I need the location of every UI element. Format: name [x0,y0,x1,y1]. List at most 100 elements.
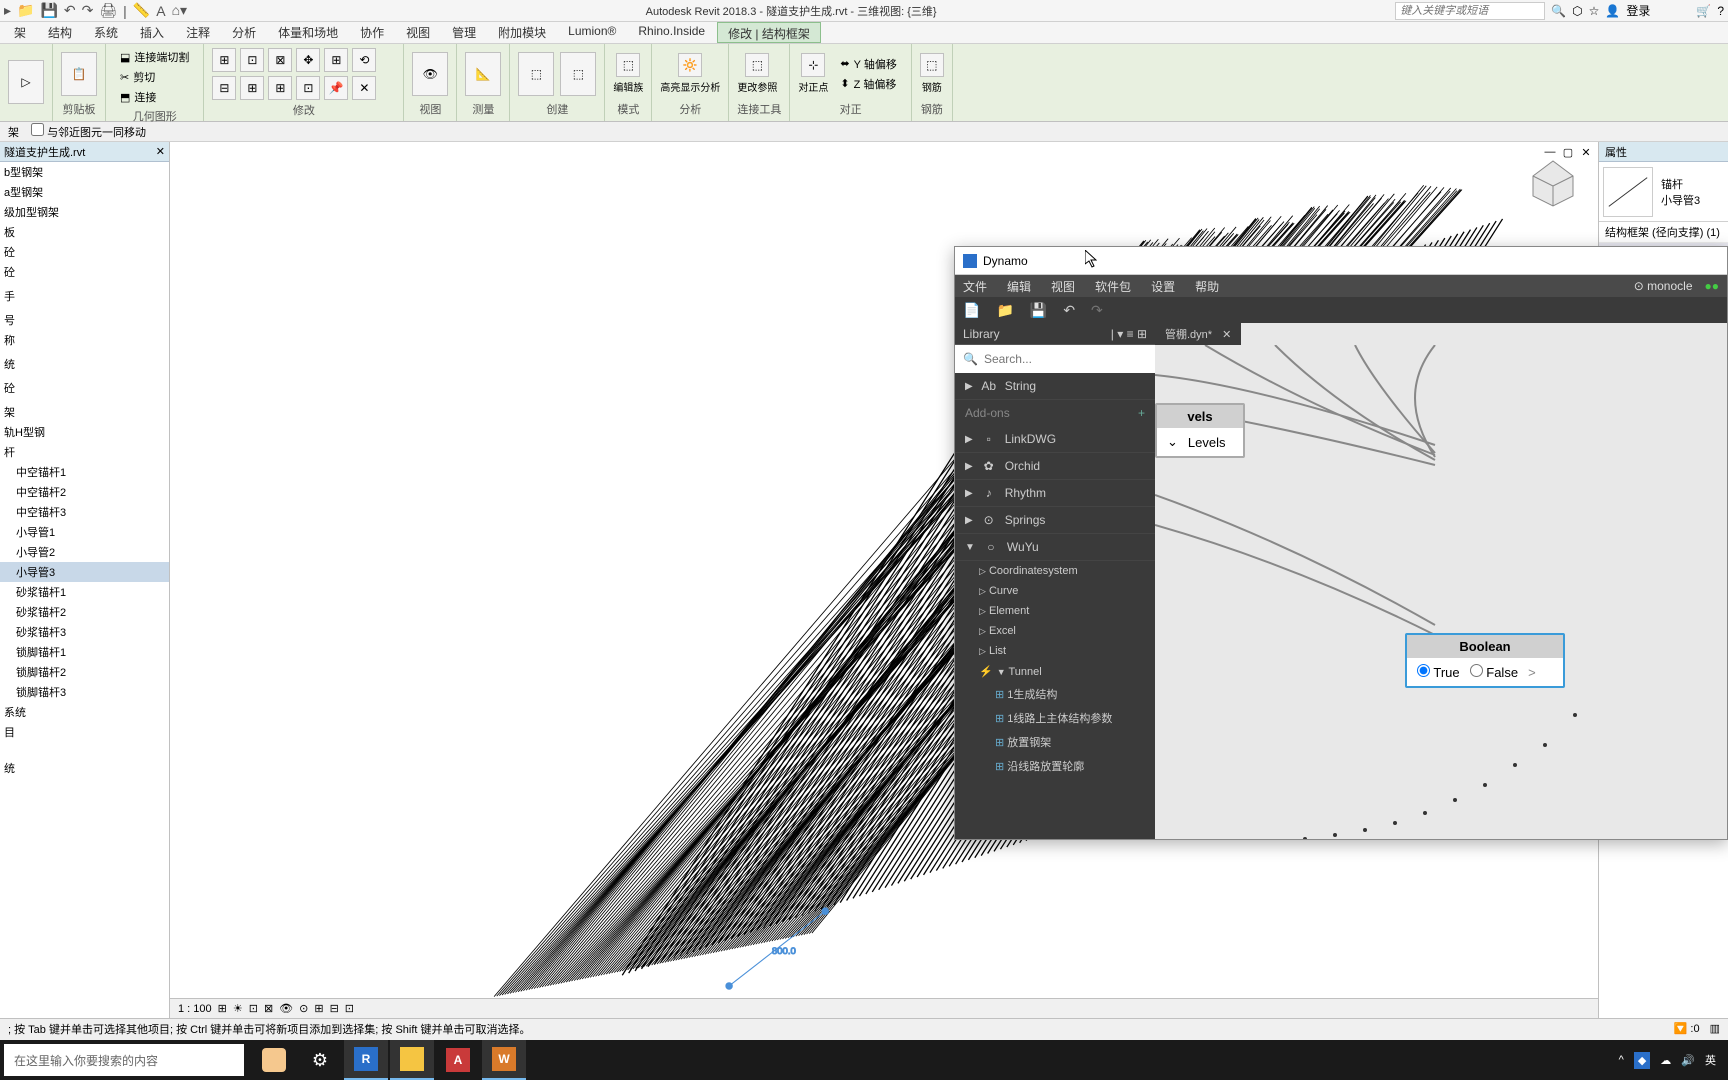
tree-item[interactable]: 统 [0,758,169,778]
undo-icon[interactable]: ↶ [64,2,76,19]
dynamo-canvas[interactable]: 管棚.dyn* ✕ vels ⌄ Levels Boolean Tru [1155,323,1727,839]
dynamo-titlebar[interactable]: Dynamo [955,247,1727,275]
mirror-btn[interactable]: ⊠ [268,48,292,72]
tab-close-icon[interactable]: ✕ [1222,328,1231,341]
lib-category[interactable]: ▶♪Rhythm [955,480,1155,507]
view-scale[interactable]: 1 : 100 [178,1003,212,1015]
tray-ime[interactable]: 英 [1705,1052,1716,1068]
instance-filter[interactable]: 结构框架 (径向支撑) (1) [1599,222,1728,243]
tree-item[interactable]: 系统 [0,702,169,722]
login-link[interactable]: 登录 [1626,2,1650,19]
measure-btn[interactable]: 📐 [465,52,501,96]
radio-true[interactable]: True [1417,664,1460,680]
split-btn[interactable]: ⊞ [240,76,264,100]
lib-sub[interactable]: ▷ Element [955,601,1155,621]
join-btn[interactable]: ⬒ 连接 [114,88,195,106]
tree-item[interactable]: 架 [0,402,169,422]
close-panel-icon[interactable]: ✕ [156,145,165,158]
node-boolean[interactable]: Boolean True False > [1405,633,1565,688]
viewbar-icon[interactable]: ⊞ [218,1002,227,1015]
tree-item[interactable]: 统 [0,354,169,374]
tab-10[interactable]: 附加模块 [488,22,556,43]
tree-item[interactable]: 砼 [0,242,169,262]
create-btn[interactable]: ⬚ [518,52,554,96]
tree-item[interactable]: 砂浆锚杆3 [0,622,169,642]
qat-more-icon[interactable]: ⌂▾ [172,2,187,19]
tab-5[interactable]: 分析 [222,22,266,43]
delete-btn[interactable]: ✕ [352,76,376,100]
change-ref-btn[interactable]: ⬚ [745,53,769,77]
rotate-btn[interactable]: ⟲ [352,48,376,72]
tree-item[interactable]: 小导管2 [0,542,169,562]
tree-item[interactable]: 中空锚杆3 [0,502,169,522]
tree-item[interactable]: 轨H型钢 [0,422,169,442]
user-icon[interactable]: 👤 [1605,4,1620,18]
tab-2[interactable]: 系统 [84,22,128,43]
lib-sub[interactable]: ▷ Curve [955,581,1155,601]
viewbar-icon[interactable]: ⊞ [314,1002,323,1015]
lib-leaf[interactable]: ⊞ 1生成结构 [955,682,1155,706]
dynamo-menu-view[interactable]: 视图 [1051,278,1075,295]
monocle-btn[interactable]: ⊙ monocle [1634,279,1693,293]
tray-up-icon[interactable]: ^ [1619,1054,1624,1066]
tree-item[interactable]: 锁脚锚杆2 [0,662,169,682]
dynamo-menu-packages[interactable]: 软件包 [1095,278,1131,295]
view-btn[interactable]: 👁 [412,52,448,96]
move-with-checkbox[interactable]: 与邻近图元一同移动 [31,123,146,140]
lib-leaf[interactable]: ⊞ 沿线路放置轮廓 [955,754,1155,778]
tree-item[interactable]: 砂浆锚杆1 [0,582,169,602]
help-icon[interactable]: ? [1717,4,1724,18]
tree-item[interactable]: 中空锚杆1 [0,462,169,482]
rebar-btn[interactable]: ⬚ [920,53,944,77]
dynamo-menu-file[interactable]: 文件 [963,278,987,295]
edit-family-btn[interactable]: ⬚ [616,53,640,77]
pin-btn[interactable]: 📌 [324,76,348,100]
library-search-input[interactable] [984,352,1147,366]
align-btn[interactable]: ⊞ [212,48,236,72]
lib-sub[interactable]: ⚡▼ Tunnel [955,661,1155,682]
offset-btn[interactable]: ⊡ [240,48,264,72]
tray-volume-icon[interactable]: 🔊 [1681,1054,1695,1067]
lib-category[interactable]: ▶✿Orchid [955,453,1155,480]
lib-sub[interactable]: ▷ Excel [955,621,1155,641]
node-levels[interactable]: vels ⌄ Levels [1155,403,1245,458]
filter-icon[interactable]: ▥ [1710,1022,1720,1035]
tree-item[interactable]: 砼 [0,378,169,398]
justify-pt-btn[interactable]: ⊹ [801,53,825,77]
library-view-icons[interactable]: | ▾ ≡ ⊞ [1111,327,1147,341]
redo-icon[interactable]: ↷ [82,2,94,19]
print-icon[interactable]: 🖨 [99,2,117,19]
cart-icon[interactable]: 🛒 [1696,4,1711,18]
measure-icon[interactable]: 📏 [133,2,150,19]
lib-leaf[interactable]: ⊞ 放置钢架 [955,730,1155,754]
app-menu-icon[interactable]: ▸ [4,2,11,19]
tab-3[interactable]: 插入 [130,22,174,43]
dynamo-menu-edit[interactable]: 编辑 [1007,278,1031,295]
copy-btn[interactable]: ⊞ [324,48,348,72]
modify-btn[interactable]: ▷ [8,60,44,104]
lib-category[interactable]: ▶▫LinkDWG [955,426,1155,453]
scale-btn[interactable]: ⊡ [296,76,320,100]
lib-sub[interactable]: ▷ Coordinatesystem [955,561,1155,581]
tree-item[interactable]: 砼 [0,262,169,282]
tree-item[interactable]: 称 [0,330,169,350]
tree-item[interactable]: 小导管1 [0,522,169,542]
paste-btn[interactable]: 📋 [61,52,97,96]
lib-category[interactable]: ▶AbString [955,373,1155,400]
highlight-btn[interactable]: 🔆 [678,53,702,77]
lib-sub[interactable]: ▷ List [955,641,1155,661]
tab-1[interactable]: 结构 [38,22,82,43]
y-offset-btn[interactable]: ⬌ Y 轴偏移 [834,55,902,73]
viewbar-icon[interactable]: ☀ [233,1002,243,1015]
taskbar-autocad[interactable]: A [436,1040,480,1080]
fav-icon[interactable]: ☆ [1589,4,1600,18]
save-icon[interactable]: 💾 [40,2,57,19]
tray-icon[interactable]: ◆ [1634,1052,1650,1069]
redo-icon[interactable]: ↷ [1091,302,1103,319]
tab-8[interactable]: 视图 [396,22,440,43]
dynamo-menu-help[interactable]: 帮助 [1195,278,1219,295]
comm-icon[interactable]: ⬡ [1572,4,1582,18]
dropdown-arrow[interactable]: ⌄ [1167,434,1178,450]
output-port[interactable]: > [1528,665,1536,680]
tab-11[interactable]: Lumion® [558,22,626,43]
